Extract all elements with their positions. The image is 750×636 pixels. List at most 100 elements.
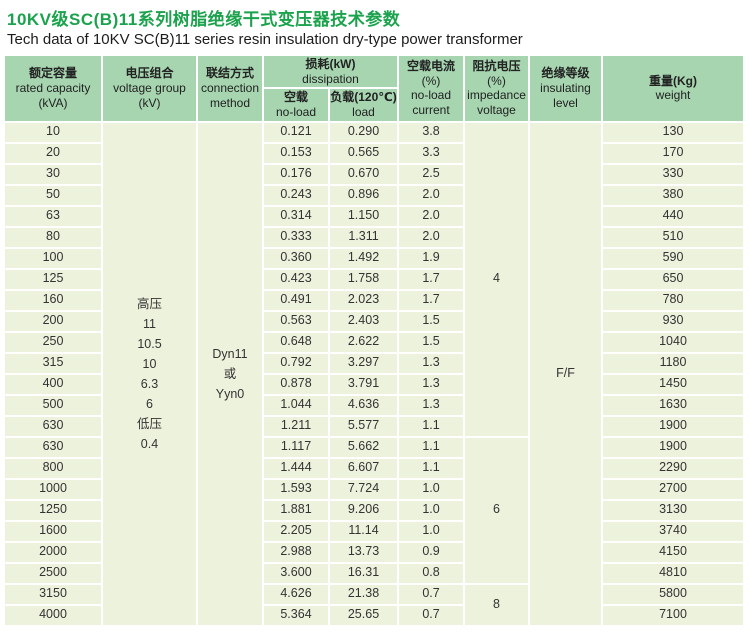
cell-rated-capacity: 100	[5, 248, 101, 268]
page-title-chinese: 10KV级SC(B)11系列树脂绝缘干式变压器技术参数	[7, 10, 401, 29]
header-noload-loss: 空载 no-load	[264, 89, 328, 121]
cell-noload-loss: 0.792	[264, 353, 328, 373]
cell-noload-current: 0.7	[399, 584, 464, 604]
cell-noload-current: 1.3	[399, 395, 464, 415]
cell-noload-current: 1.1	[399, 416, 464, 436]
cell-noload-current: 3.3	[399, 143, 464, 163]
cell-noload-current: 1.7	[399, 290, 464, 310]
header-voltage-group: 电压组合 voltage group (kV)	[103, 56, 196, 121]
cell-rated-capacity: 20	[5, 143, 101, 163]
cell-impedance-voltage: 4	[465, 122, 529, 436]
header-weight: 重量(Kg) weight	[603, 56, 743, 121]
table-row: 3150 4.626 21.38 0.7 8 5800	[5, 584, 743, 625]
table-body: 10 高压 11 10.5 10 6.3 6 低压 0.4 Dyn11 或 Yyn0…	[5, 122, 743, 625]
cell-noload-current: 3.8	[399, 122, 464, 142]
cell-noload-loss: 0.423	[264, 269, 328, 289]
cell-rated-capacity: 160	[5, 290, 101, 310]
cell-noload-current: 1.3	[399, 374, 464, 394]
header-dissipation: 损耗(kW) dissipation	[264, 56, 398, 88]
cell-rated-capacity: 630	[5, 416, 101, 436]
page-title-english: Tech data of 10KV SC(B)11 series resin i…	[7, 31, 523, 48]
cell-rated-capacity: 200	[5, 311, 101, 331]
cell-rated-capacity: 2000	[5, 542, 101, 562]
cell-rated-capacity: 2500	[5, 563, 101, 583]
table-row: 800 1.444 6.607 1.1 2290	[5, 458, 743, 478]
cell-noload-loss: 1.044	[264, 395, 328, 415]
table-row: 1000 1.593 7.724 1.0 2700	[5, 479, 743, 499]
cell-weight: 5800	[603, 584, 743, 604]
cell-load-loss: 5.662	[330, 437, 398, 457]
cell-load-loss: 7.724	[330, 479, 398, 499]
cell-rated-capacity: 630	[5, 437, 101, 457]
cell-weight: 1040	[603, 332, 743, 352]
cell-load-loss: 11.14	[330, 521, 398, 541]
cell-weight: 1900	[603, 416, 743, 436]
cell-load-loss: 2.403	[330, 311, 398, 331]
cell-impedance-voltage: 8	[465, 584, 529, 625]
table-row: 1250 1.881 9.206 1.0 3130	[5, 500, 743, 520]
cell-noload-loss: 0.333	[264, 227, 328, 247]
table-row: 1600 2.205 11.14 1.0 3740	[5, 521, 743, 541]
table-row: 63 0.314 1.150 2.0 440	[5, 206, 743, 226]
cell-noload-loss: 0.121	[264, 122, 328, 142]
table-row: 315 0.792 3.297 1.3 1180	[5, 353, 743, 373]
cell-noload-loss: 1.593	[264, 479, 328, 499]
cell-rated-capacity: 10	[5, 122, 101, 142]
cell-rated-capacity: 50	[5, 185, 101, 205]
cell-load-loss: 0.565	[330, 143, 398, 163]
table-row: 4000 5.364 25.65 0.7 7100	[5, 605, 743, 625]
table-row: 630 1.117 5.662 1.1 6 1900	[5, 437, 743, 583]
header-connection-method: 联结方式 connection method	[198, 56, 262, 121]
cell-load-loss: 5.577	[330, 416, 398, 436]
cell-weight: 3130	[603, 500, 743, 520]
cell-rated-capacity: 500	[5, 395, 101, 415]
cell-noload-loss: 2.205	[264, 521, 328, 541]
cell-rated-capacity: 315	[5, 353, 101, 373]
cell-noload-loss: 0.153	[264, 143, 328, 163]
cell-weight: 3740	[603, 521, 743, 541]
cell-noload-loss: 0.878	[264, 374, 328, 394]
table-row: 630 1.211 5.577 1.1 1900	[5, 416, 743, 436]
table-row: 80 0.333 1.311 2.0 510	[5, 227, 743, 247]
cell-load-loss: 1.311	[330, 227, 398, 247]
cell-load-loss: 0.290	[330, 122, 398, 142]
table-row: 2000 2.988 13.73 0.9 4150	[5, 542, 743, 562]
cell-load-loss: 21.38	[330, 584, 398, 604]
cell-weight: 2700	[603, 479, 743, 499]
cell-noload-loss: 0.563	[264, 311, 328, 331]
cell-noload-current: 0.9	[399, 542, 464, 562]
cell-weight: 510	[603, 227, 743, 247]
cell-weight: 2290	[603, 458, 743, 478]
cell-rated-capacity: 1250	[5, 500, 101, 520]
cell-noload-current: 0.8	[399, 563, 464, 583]
cell-load-loss: 3.297	[330, 353, 398, 373]
cell-noload-current: 1.1	[399, 437, 464, 457]
cell-noload-current: 2.5	[399, 164, 464, 184]
header-rated-capacity: 额定容量 rated capacity (kVA)	[5, 56, 101, 121]
header-noload-current: 空载电流 (%) no-load current	[399, 56, 464, 121]
cell-noload-loss: 1.211	[264, 416, 328, 436]
cell-noload-current: 1.0	[399, 521, 464, 541]
cell-rated-capacity: 1600	[5, 521, 101, 541]
cell-noload-loss: 1.881	[264, 500, 328, 520]
table-row: 400 0.878 3.791 1.3 1450	[5, 374, 743, 394]
cell-load-loss: 6.607	[330, 458, 398, 478]
cell-weight: 590	[603, 248, 743, 268]
cell-weight: 130	[603, 122, 743, 142]
cell-load-loss: 25.65	[330, 605, 398, 625]
cell-rated-capacity: 63	[5, 206, 101, 226]
cell-noload-current: 0.7	[399, 605, 464, 625]
cell-load-loss: 16.31	[330, 563, 398, 583]
cell-rated-capacity: 1000	[5, 479, 101, 499]
cell-rated-capacity: 3150	[5, 584, 101, 604]
cell-noload-loss: 1.117	[264, 437, 328, 457]
cell-weight: 170	[603, 143, 743, 163]
cell-load-loss: 9.206	[330, 500, 398, 520]
header-load-loss: 负载(120℃) load	[330, 89, 398, 121]
cell-load-loss: 3.791	[330, 374, 398, 394]
cell-noload-loss: 0.648	[264, 332, 328, 352]
cell-weight: 330	[603, 164, 743, 184]
table-row: 250 0.648 2.622 1.5 1040	[5, 332, 743, 352]
cell-load-loss: 13.73	[330, 542, 398, 562]
cell-weight: 4150	[603, 542, 743, 562]
